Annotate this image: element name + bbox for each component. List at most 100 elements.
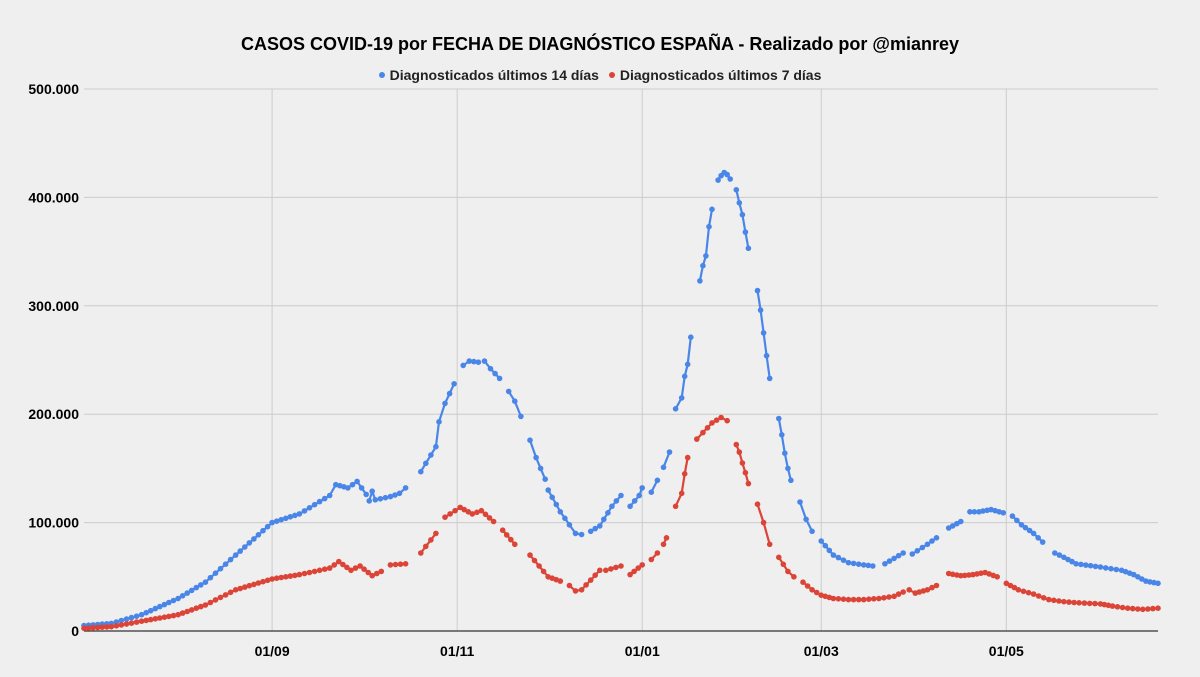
data-point-1 <box>175 611 181 618</box>
data-point-0 <box>757 307 764 313</box>
data-point-0 <box>1061 554 1067 561</box>
data-point-1 <box>344 564 350 571</box>
data-point-1 <box>1030 591 1037 597</box>
data-point-0 <box>460 362 467 369</box>
data-point-1 <box>352 565 359 571</box>
data-point-1 <box>108 623 115 630</box>
chart-title: CASOS COVID-19 por FECHA DE DIAGNÓSTICO … <box>241 34 959 54</box>
data-point-1 <box>613 564 619 571</box>
data-point-0 <box>518 413 524 420</box>
data-point-0 <box>613 498 620 504</box>
data-point-1 <box>1051 597 1057 604</box>
data-point-1 <box>660 541 667 548</box>
data-point-1 <box>587 577 594 583</box>
data-point-0 <box>487 365 494 372</box>
data-point-0 <box>377 496 384 502</box>
data-point-1 <box>745 480 752 487</box>
data-point-1 <box>326 565 333 571</box>
x-tick-label: 01/11 <box>440 643 474 659</box>
data-point-1 <box>246 582 253 589</box>
data-point-0 <box>505 388 512 395</box>
data-point-0 <box>855 561 862 567</box>
data-point-1 <box>397 561 404 567</box>
data-point-1 <box>81 625 87 632</box>
data-point-0 <box>436 419 442 425</box>
data-point-0 <box>193 584 200 591</box>
data-point-0 <box>779 432 785 438</box>
data-point-0 <box>545 487 551 493</box>
data-point-0 <box>1009 513 1016 519</box>
data-point-0 <box>597 523 603 529</box>
data-point-1 <box>929 584 935 591</box>
data-point-0 <box>860 562 867 568</box>
data-point-0 <box>797 499 803 505</box>
data-point-0 <box>152 605 159 612</box>
data-point-0 <box>709 206 715 213</box>
data-point-0 <box>745 245 752 252</box>
data-point-1 <box>474 509 480 516</box>
data-point-1 <box>433 530 439 537</box>
data-point-0 <box>666 449 673 455</box>
data-point-0 <box>592 525 598 532</box>
data-point-0 <box>660 464 667 471</box>
data-point-0 <box>1014 517 1020 524</box>
data-point-0 <box>492 370 498 377</box>
y-tick-label: 400.000 <box>28 189 79 205</box>
data-point-0 <box>157 603 163 610</box>
data-point-0 <box>255 532 262 538</box>
data-point-1 <box>423 543 429 550</box>
series-line-1 <box>777 556 795 578</box>
data-point-1 <box>166 613 172 620</box>
data-point-1 <box>924 587 931 593</box>
data-point-0 <box>1000 510 1007 516</box>
data-point-0 <box>1069 558 1075 565</box>
data-point-1 <box>603 567 609 574</box>
data-point-1 <box>123 621 130 627</box>
data-point-1 <box>237 585 243 592</box>
data-point-0 <box>557 509 564 515</box>
data-point-1 <box>871 596 877 602</box>
data-point-1 <box>635 565 641 571</box>
data-point-0 <box>1035 535 1041 541</box>
data-point-1 <box>278 574 285 581</box>
data-point-0 <box>232 552 239 558</box>
data-point-0 <box>929 538 935 544</box>
data-point-1 <box>296 571 303 578</box>
data-point-0 <box>636 492 642 499</box>
data-point-1 <box>402 561 409 567</box>
data-point-1 <box>804 583 811 589</box>
data-point-1 <box>700 429 706 436</box>
series-line-0 <box>483 360 501 380</box>
data-point-1 <box>742 469 749 476</box>
data-point-1 <box>618 563 624 569</box>
data-point-1 <box>1015 587 1022 593</box>
data-point-0 <box>227 556 234 563</box>
data-point-0 <box>188 587 195 594</box>
data-point-0 <box>392 492 398 498</box>
data-point-0 <box>803 516 809 523</box>
data-point-0 <box>715 177 721 183</box>
data-point-1 <box>428 537 434 543</box>
data-point-0 <box>578 531 585 538</box>
data-point-0 <box>533 454 539 461</box>
data-point-1 <box>592 572 598 578</box>
data-point-1 <box>855 596 862 603</box>
data-point-1 <box>709 420 715 426</box>
data-point-1 <box>1003 580 1010 587</box>
data-point-1 <box>469 511 476 517</box>
data-point-1 <box>198 603 204 610</box>
data-point-0 <box>1030 530 1037 537</box>
data-point-0 <box>891 555 897 562</box>
data-point-0 <box>202 579 209 585</box>
data-point-0 <box>260 527 266 534</box>
data-point-0 <box>681 373 688 380</box>
data-point-1 <box>128 620 135 626</box>
data-point-0 <box>1087 562 1094 569</box>
data-point-0 <box>184 590 190 596</box>
data-point-1 <box>813 589 820 596</box>
data-point-0 <box>306 505 313 511</box>
data-point-1 <box>321 566 328 572</box>
data-point-1 <box>348 567 354 574</box>
data-point-1 <box>147 616 154 623</box>
x-tick-label: 01/03 <box>804 643 839 659</box>
